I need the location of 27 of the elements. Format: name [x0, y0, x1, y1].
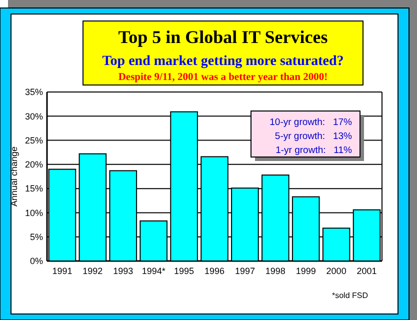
text: *sold FSD [332, 291, 368, 300]
text: Despite 9/11, 2001 was a better year than 2000! [118, 72, 328, 83]
y-tick-label: 35% [24, 87, 43, 98]
chart-subtitle: Top end market getting more saturated? [102, 54, 344, 69]
y-axis-title: Annual change [9, 146, 19, 207]
annotation: 10-yr growth: 17% [270, 117, 353, 128]
y-tick-label: 20% [24, 160, 43, 170]
y-tick-label: 0% [30, 256, 43, 266]
annotation: 1-yr growth: 11% [276, 145, 353, 156]
x-tick-label: 1994* [142, 266, 166, 276]
y-tick-label: 10% [24, 208, 43, 218]
x-tick-label: 1992 [82, 266, 103, 276]
x-tick-label: 2001 [356, 266, 377, 276]
y-tick-label: 30% [24, 111, 43, 122]
x-tick-label: 1998 [265, 266, 286, 276]
x-tick-label: 1995 [174, 266, 194, 276]
x-tick-label: 2000 [326, 266, 346, 276]
x-tick-label: 1996 [204, 266, 225, 276]
chart-title: Top 5 in Global IT Services [118, 27, 328, 47]
annotation: 5-yr growth: 13% [274, 131, 353, 142]
y-tick-label: 25% [24, 135, 43, 146]
x-tick-label: 1997 [234, 266, 255, 276]
x-tick-label: 1991 [52, 266, 72, 276]
x-tick-label: 1993 [113, 266, 134, 276]
x-tick-label: 1999 [296, 266, 316, 276]
y-tick-label: 5% [30, 232, 43, 242]
y-tick-label: 15% [24, 184, 43, 194]
